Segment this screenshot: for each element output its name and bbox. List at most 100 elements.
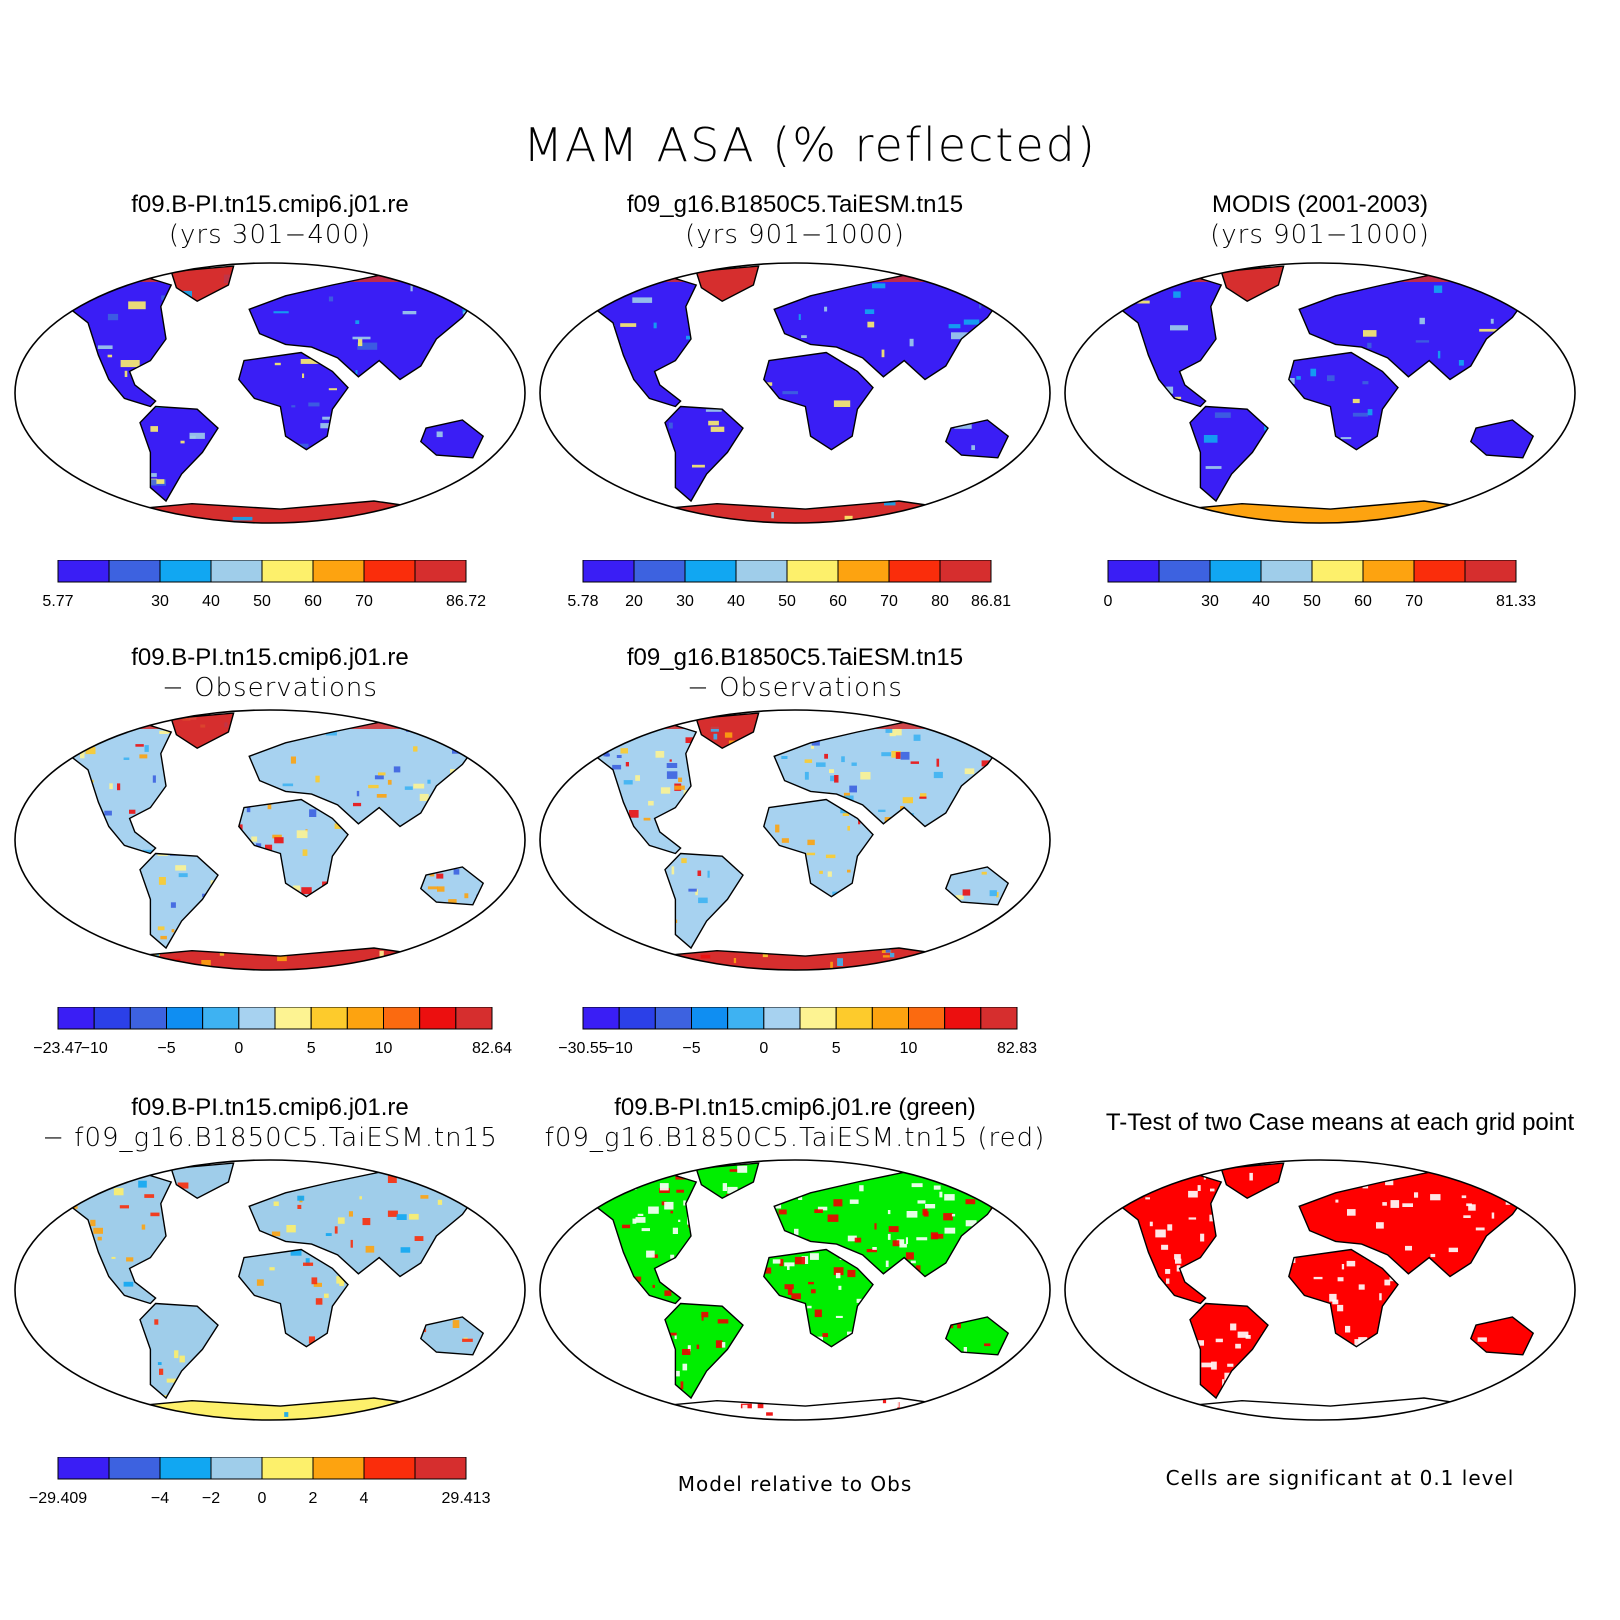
australia-land <box>420 1317 484 1355</box>
eurasia-land <box>774 721 1003 827</box>
map-border <box>1064 1159 1576 1421</box>
eurasia-land <box>249 274 478 380</box>
map-border <box>1064 262 1576 524</box>
colorbar-swatch <box>1413 560 1466 583</box>
colorbar-case2-minus-obs: −30.55−10 −5 0 5 10 82.83 <box>558 1007 1037 1057</box>
panel-title-line1: f09_g16.B1850C5.TaiESM.tn15 <box>626 191 964 218</box>
colorbar-swatch <box>261 1457 314 1480</box>
colorbar-swatch <box>633 560 686 583</box>
map-border <box>14 262 526 524</box>
colorbar-tick-label: 30 <box>676 593 694 610</box>
colorbar-tick-label: 10 <box>900 1040 918 1057</box>
colorbar-tick-label: 5 <box>307 1040 316 1057</box>
colorbar-case2: 5.78 20 30 40 50 60 70 80 86.81 <box>567 560 1011 610</box>
map-obs <box>1064 262 1576 524</box>
colorbar-tick-label: −23.47 <box>33 1040 82 1057</box>
australia-coastline <box>419 866 485 906</box>
eurasia-coastline <box>1298 1170 1530 1278</box>
colorbar-swatch <box>274 1007 312 1030</box>
africa-land <box>1288 352 1398 450</box>
colorbar-swatch <box>419 1007 457 1030</box>
north-america-land <box>581 276 697 407</box>
colorbar-swatch <box>1107 560 1160 583</box>
map-case1 <box>14 262 526 524</box>
colorbar-swatch <box>691 1007 729 1030</box>
note-significance: Cells are significant at 0.1 level <box>1165 1466 1515 1490</box>
colorbar-swatch <box>654 1007 693 1030</box>
colorbar-tick-label: 5 <box>832 1040 841 1057</box>
map-case2 <box>539 262 1051 524</box>
panel-title-model-relative: f09.B-PI.tn15.cmip6.j01.re (green) f09_g… <box>535 1093 1055 1153</box>
map-model-relative <box>539 1159 1051 1421</box>
panel-title-line2: (yrs 901−1000) <box>685 220 905 250</box>
south-america-land <box>140 406 218 501</box>
colorbar-swatch <box>210 560 263 583</box>
greenland-coastline <box>695 265 760 303</box>
africa-land <box>763 799 873 897</box>
colorbar-swatch <box>108 1457 161 1480</box>
colorbar-swatch <box>735 560 788 583</box>
north-america-coastline <box>1105 1173 1223 1305</box>
map-ttest <box>1064 1159 1576 1421</box>
south-america-coastline <box>1189 1302 1269 1400</box>
map-border <box>539 1159 1051 1421</box>
colorbar-swatch <box>786 560 839 583</box>
map-case-difference <box>14 1159 526 1421</box>
eurasia-land <box>1299 1171 1528 1277</box>
eurasia-coastline <box>1298 273 1530 381</box>
africa-land <box>763 352 873 450</box>
panel-title-line1: T-Test of two Case means at each grid po… <box>1105 1109 1575 1136</box>
greenland-coastline <box>170 712 235 750</box>
colorbar-case1: 5.77 30 40 50 60 70 86.72 <box>42 560 486 610</box>
greenland-land <box>1221 1163 1284 1199</box>
map-border <box>539 709 1051 971</box>
colorbar-swatch <box>582 1007 620 1030</box>
greenland-coastline <box>170 265 235 303</box>
colorbar-swatch <box>202 1007 240 1030</box>
colorbar-swatch <box>57 560 110 583</box>
eurasia-coastline <box>773 720 1005 828</box>
colorbar-tick-label: 70 <box>1405 593 1423 610</box>
colorbar-tick-label: 82.83 <box>997 1040 1037 1057</box>
colorbar-swatch <box>939 560 992 583</box>
africa-land <box>238 1249 348 1347</box>
colorbar-tick-label: 0 <box>1104 593 1113 610</box>
colorbar-tick-label: −4 <box>151 1490 169 1507</box>
africa-coastline <box>763 351 874 451</box>
colorbar-tick-label: 50 <box>1303 593 1321 610</box>
colorbar-swatch <box>57 1457 110 1480</box>
colorbar-obs: 0 30 40 50 60 70 81.33 <box>1104 560 1536 610</box>
colorbar-tick-label: −2 <box>202 1490 220 1507</box>
colorbar-swatch <box>363 560 416 583</box>
south-america-coastline <box>664 405 744 503</box>
australia-coastline <box>419 419 485 459</box>
colorbar-tick-label: 2 <box>309 1490 318 1507</box>
colorbar-swatch <box>93 1007 131 1030</box>
eurasia-coastline <box>773 1170 1005 1278</box>
colorbar-swatch <box>210 1457 263 1480</box>
south-america-coastline <box>1189 405 1269 503</box>
colorbar-swatch <box>837 560 890 583</box>
colorbar-tick-label: 0 <box>234 1040 243 1057</box>
panel-title-ttest: T-Test of two Case means at each grid po… <box>1060 1108 1620 1138</box>
colorbar-swatch <box>618 1007 656 1030</box>
colorbar-tick-label: 86.72 <box>446 593 486 610</box>
colorbar-swatch <box>1311 560 1364 583</box>
australia-coastline <box>944 419 1010 459</box>
colorbar-swatch <box>312 1457 365 1480</box>
colorbar-swatch <box>799 1007 837 1030</box>
panel-title-line1: f09.B-PI.tn15.cmip6.j01.re <box>131 191 409 218</box>
south-america-land <box>665 1303 743 1398</box>
colorbar-swatch <box>312 560 365 583</box>
colorbar-swatch <box>944 1007 982 1030</box>
colorbar-swatch <box>980 1007 1018 1030</box>
panel-title-line2: − Observations <box>162 673 378 703</box>
colorbar-swatch <box>346 1007 385 1030</box>
north-america-coastline <box>55 1173 173 1305</box>
eurasia-land <box>774 274 1003 380</box>
colorbar-tick-label: 50 <box>253 593 271 610</box>
eurasia-land <box>1299 274 1528 380</box>
colorbar-tick-label: 0 <box>258 1490 267 1507</box>
australia-coastline <box>419 1316 485 1356</box>
north-america-coastline <box>580 723 698 855</box>
